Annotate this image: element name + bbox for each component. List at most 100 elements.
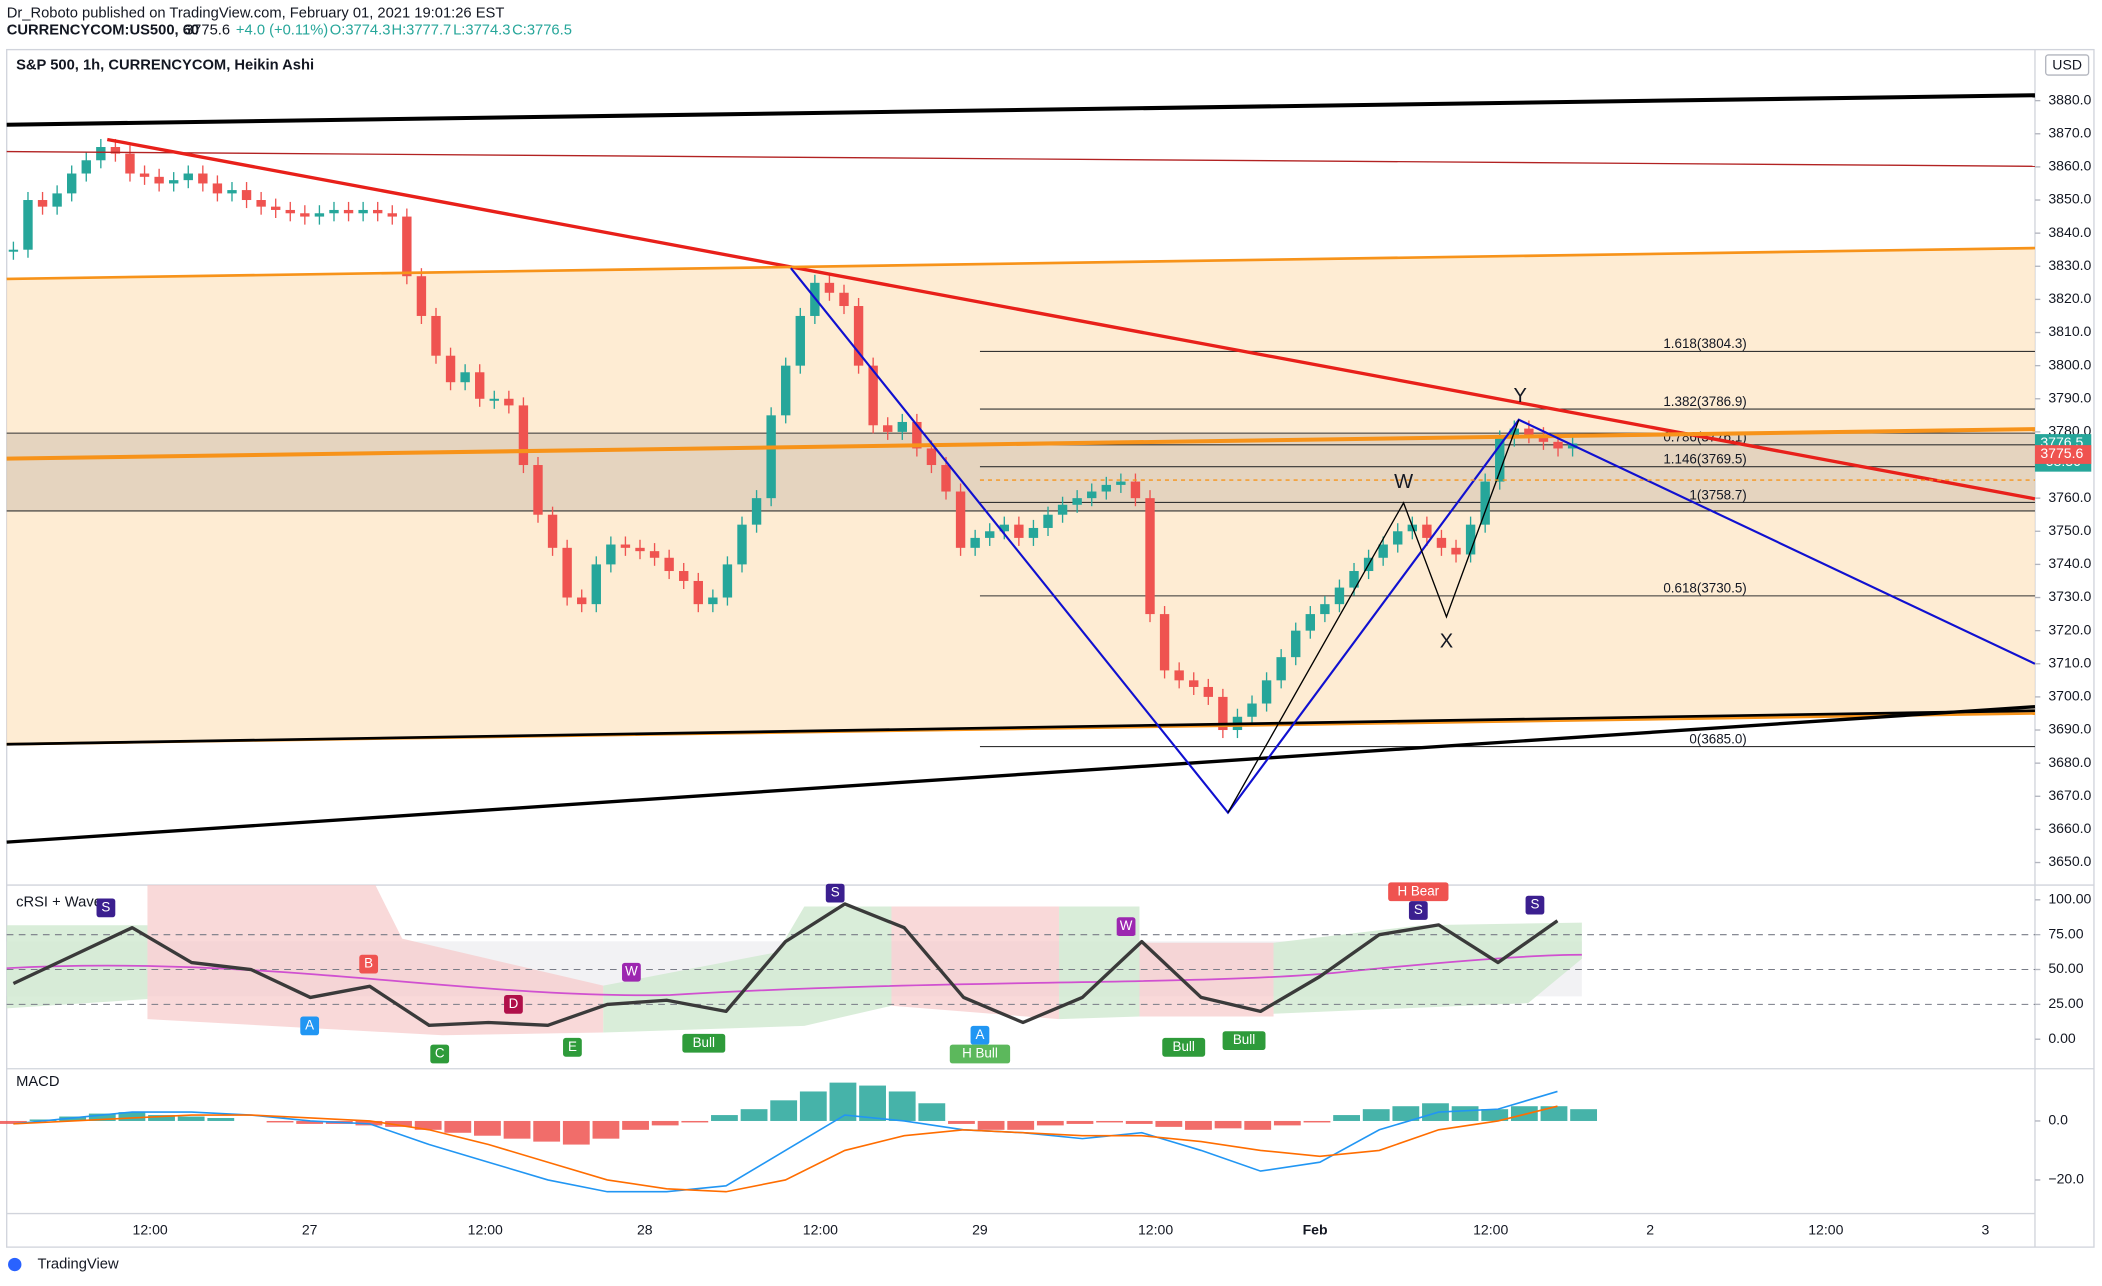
candle [708, 597, 718, 605]
candle [1130, 481, 1141, 499]
candle [635, 547, 645, 552]
ohlc-line: CURRENCYCOM:US500, 60 3775.6 +4.0 (+0.11… [7, 23, 572, 39]
trend-line [6, 705, 2036, 844]
macd-bar [977, 1120, 1005, 1130]
macd-bar [1185, 1120, 1212, 1130]
candle [620, 544, 631, 548]
candle [1320, 604, 1330, 615]
signal-box [682, 1033, 726, 1053]
macd-bar [918, 1103, 946, 1121]
y-tick-label: 3830.0 [2048, 257, 2091, 273]
fib-label: 1(3758.7) [1689, 487, 1746, 502]
x-tick-label: 12:00 [133, 1222, 168, 1238]
candle [8, 249, 19, 252]
wave-label: X [1440, 631, 1453, 653]
macd-bar [474, 1120, 501, 1136]
signal-box [1525, 895, 1545, 915]
candle [445, 355, 456, 383]
x-tick-label: 28 [637, 1222, 653, 1238]
prev-price: 3775.6 [2040, 445, 2083, 461]
wave-label: Y [1513, 385, 1526, 407]
trend-line [6, 427, 2036, 461]
candle [577, 597, 587, 605]
candle [198, 173, 208, 184]
macd-bar [1273, 1120, 1301, 1126]
candle [227, 190, 237, 194]
candle [139, 173, 150, 177]
y-tick-label: 3700.0 [2048, 688, 2091, 704]
candle [518, 405, 529, 466]
candle [781, 365, 791, 416]
candle [1305, 614, 1315, 631]
x-tick-label: 12:00 [803, 1222, 838, 1238]
signal-label: Bull [693, 1035, 715, 1050]
candle [795, 315, 805, 366]
y-tick-label: 25.00 [2048, 995, 2083, 1011]
footer: TradingView [8, 1256, 119, 1272]
y-tick-label: 3860.0 [2048, 158, 2091, 174]
candle [125, 153, 135, 174]
candle [1072, 498, 1082, 505]
y-tick-label: 3650.0 [2048, 853, 2091, 869]
candle [1043, 514, 1053, 528]
signal-label: C [435, 1046, 445, 1061]
y-tick-label: 3670.0 [2048, 787, 2091, 803]
last: 3775.6 [185, 23, 230, 39]
candle [883, 425, 893, 432]
candle [1101, 484, 1111, 492]
signal-box [949, 1044, 1011, 1064]
publisher: Dr_Roboto published on TradingView.com, … [7, 5, 505, 21]
macd-bar [414, 1120, 442, 1130]
x-tick-label: 29 [972, 1222, 988, 1238]
rsi-band [891, 906, 1060, 1020]
macd-bar [1303, 1120, 1331, 1123]
y-tick-label: 3690.0 [2048, 721, 2091, 737]
signal-label: S [101, 899, 110, 914]
main-title: S&P 500, 1h, CURRENCYCOM, Heikin Ashi [16, 58, 314, 74]
candle [1159, 614, 1170, 671]
candle [970, 537, 980, 548]
y-tick-label: 3730.0 [2048, 588, 2091, 604]
candle [154, 176, 164, 184]
macd-signal-line [13, 1105, 1558, 1193]
signal-box [430, 1044, 450, 1064]
currency: USD [2052, 56, 2082, 72]
candle [110, 147, 121, 154]
y-tick-label: 3880.0 [2048, 91, 2091, 107]
x-tick-label: Feb [1303, 1222, 1328, 1238]
macd-bar [444, 1120, 472, 1133]
candle [1480, 481, 1490, 525]
low: L:3774.3 [453, 23, 510, 39]
trend-line [6, 150, 2035, 167]
macd-bar [296, 1120, 324, 1124]
candle [489, 398, 499, 401]
rsi-mid-line [6, 953, 1582, 997]
trend-line [106, 137, 2036, 501]
candle [1524, 428, 1534, 436]
signal-box [504, 995, 523, 1014]
candle [1334, 587, 1345, 605]
signal-label: Bull [1173, 1039, 1195, 1054]
macd-bar [533, 1120, 561, 1142]
macd-bar [592, 1120, 620, 1139]
macd-macd-line [13, 1090, 1558, 1193]
macd-bar [859, 1085, 886, 1121]
fib-label: 1.146(3769.5) [1663, 452, 1746, 467]
signal-label: B [364, 956, 373, 971]
candle [853, 306, 864, 366]
candle [1218, 696, 1228, 731]
signal-box [825, 883, 845, 903]
candle [1291, 630, 1301, 658]
candle [37, 200, 48, 207]
signal-box [563, 1037, 582, 1057]
candle [358, 209, 368, 214]
wave-line [790, 267, 2036, 815]
macd-bar [385, 1120, 412, 1127]
candle [1465, 524, 1476, 555]
macd-bar [118, 1112, 146, 1121]
candle [271, 206, 281, 210]
candle [81, 160, 91, 174]
candle [67, 173, 77, 194]
candle [373, 209, 383, 214]
signal-box [1222, 1031, 1266, 1050]
